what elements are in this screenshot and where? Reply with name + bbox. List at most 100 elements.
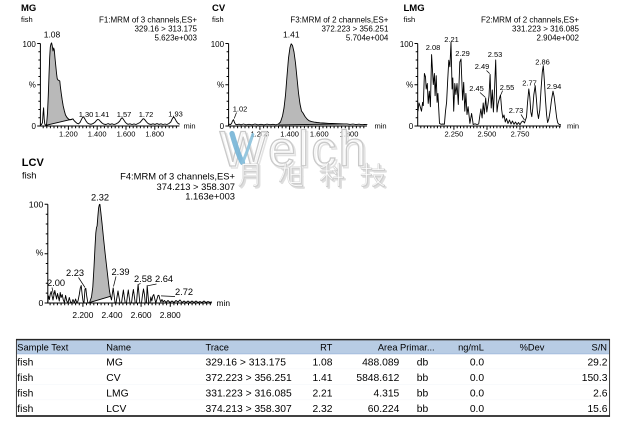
svg-text:1.800: 1.800 — [340, 130, 359, 139]
svg-text:db: db — [417, 358, 429, 369]
svg-text:2.400: 2.400 — [102, 310, 123, 320]
svg-text:fish: fish — [404, 15, 416, 24]
svg-text:fish: fish — [22, 170, 36, 180]
svg-text:2.72: 2.72 — [175, 287, 193, 297]
svg-text:1.41: 1.41 — [283, 30, 300, 40]
svg-text:fish: fish — [212, 15, 224, 24]
svg-text:min: min — [217, 298, 231, 308]
svg-text:0: 0 — [38, 298, 43, 308]
svg-text:Sample Text: Sample Text — [17, 342, 68, 352]
svg-text:1.800: 1.800 — [145, 130, 164, 139]
svg-text:329.16 > 313.175: 329.16 > 313.175 — [206, 358, 287, 369]
svg-text:2.6: 2.6 — [593, 389, 608, 400]
svg-text:2.73: 2.73 — [509, 106, 524, 115]
svg-text:%: % — [29, 81, 36, 90]
svg-text:331.223 > 316.085: 331.223 > 316.085 — [206, 389, 292, 400]
svg-text:%Dev: %Dev — [520, 342, 545, 352]
svg-text:100: 100 — [211, 40, 225, 49]
svg-text:1.41: 1.41 — [95, 110, 110, 119]
svg-text:2.23: 2.23 — [66, 268, 84, 278]
svg-text:fish: fish — [17, 389, 33, 400]
svg-text:2.200: 2.200 — [72, 310, 93, 320]
svg-text:2.64: 2.64 — [155, 274, 173, 284]
svg-text:bb: bb — [417, 389, 429, 400]
svg-text:fish: fish — [17, 373, 33, 384]
svg-text:Primar...: Primar... — [400, 342, 435, 352]
svg-text:1.200: 1.200 — [59, 130, 78, 139]
svg-text:MG: MG — [106, 358, 123, 369]
svg-text:bb: bb — [417, 373, 429, 384]
svg-text:100: 100 — [400, 40, 414, 49]
svg-text:1.72: 1.72 — [139, 110, 154, 119]
svg-text:100: 100 — [23, 40, 37, 49]
svg-text:2.32: 2.32 — [91, 192, 109, 202]
svg-text:100: 100 — [29, 200, 44, 210]
svg-text:374.213 > 358.307: 374.213 > 358.307 — [157, 181, 235, 192]
svg-text:1.600: 1.600 — [117, 130, 136, 139]
svg-text:2.55: 2.55 — [500, 83, 515, 92]
svg-text:LMG: LMG — [404, 3, 425, 14]
svg-text:5.623e+003: 5.623e+003 — [155, 34, 198, 43]
svg-text:5848.612: 5848.612 — [356, 373, 399, 384]
svg-text:Area: Area — [378, 342, 398, 352]
svg-text:2.58: 2.58 — [134, 274, 152, 284]
svg-text:0: 0 — [409, 122, 414, 131]
svg-text:bb: bb — [417, 404, 429, 415]
svg-text:329.16 > 313.175: 329.16 > 313.175 — [134, 24, 197, 33]
svg-text:1.41: 1.41 — [312, 373, 332, 384]
svg-text:2.600: 2.600 — [131, 310, 152, 320]
svg-text:2.53: 2.53 — [488, 50, 503, 59]
svg-text:min: min — [567, 122, 579, 131]
svg-text:min: min — [184, 122, 196, 131]
svg-text:1.93: 1.93 — [168, 110, 183, 119]
svg-text:1.200: 1.200 — [251, 130, 270, 139]
svg-text:F4:MRM of 3 channels,ES+: F4:MRM of 3 channels,ES+ — [120, 171, 235, 182]
svg-text:2.29: 2.29 — [455, 49, 470, 58]
svg-text:fish: fish — [17, 404, 33, 415]
svg-text:2.500: 2.500 — [478, 130, 497, 139]
svg-text:2.45: 2.45 — [469, 84, 484, 93]
svg-text:LCV: LCV — [106, 404, 126, 415]
svg-text:1.163e+003: 1.163e+003 — [185, 191, 235, 202]
svg-text:1.30: 1.30 — [79, 110, 94, 119]
svg-text:2.08: 2.08 — [426, 43, 441, 52]
svg-text:2.49: 2.49 — [475, 62, 490, 71]
svg-text:2.94: 2.94 — [547, 82, 562, 91]
svg-text:488.089: 488.089 — [362, 358, 399, 369]
svg-text:1.57: 1.57 — [117, 110, 132, 119]
svg-text:MG: MG — [21, 3, 36, 14]
svg-text:Name: Name — [106, 342, 131, 352]
svg-text:150.3: 150.3 — [582, 373, 608, 384]
svg-text:Trace: Trace — [206, 342, 229, 352]
svg-text:372.223 > 356.251: 372.223 > 356.251 — [321, 24, 389, 33]
svg-text:%: % — [217, 81, 224, 90]
svg-text:29.2: 29.2 — [587, 358, 607, 369]
svg-text:372.223 > 356.251: 372.223 > 356.251 — [206, 373, 292, 384]
svg-text:1.02: 1.02 — [233, 105, 248, 114]
svg-text:0.0: 0.0 — [470, 404, 485, 415]
svg-text:LCV: LCV — [22, 157, 45, 169]
svg-text:374.213 > 358.307: 374.213 > 358.307 — [206, 404, 292, 415]
svg-text:2.86: 2.86 — [535, 58, 550, 67]
svg-text:60.224: 60.224 — [368, 404, 400, 415]
svg-text:CV: CV — [212, 3, 226, 14]
svg-text:RT: RT — [320, 342, 333, 352]
svg-text:2.21: 2.21 — [312, 389, 332, 400]
svg-text:2.00: 2.00 — [47, 278, 65, 288]
svg-text:2.904e+002: 2.904e+002 — [537, 34, 580, 43]
svg-text:0: 0 — [31, 122, 36, 131]
svg-text:S/N: S/N — [592, 342, 608, 352]
svg-text:2.77: 2.77 — [522, 79, 537, 88]
svg-text:2.21: 2.21 — [444, 35, 459, 44]
svg-text:CV: CV — [106, 373, 120, 384]
svg-text:fish: fish — [17, 358, 33, 369]
svg-text:F2:MRM of 2 channels,ES+: F2:MRM of 2 channels,ES+ — [481, 15, 579, 24]
svg-text:1.08: 1.08 — [312, 358, 332, 369]
svg-text:0.0: 0.0 — [470, 373, 485, 384]
svg-text:fish: fish — [21, 15, 33, 24]
svg-text:1.400: 1.400 — [88, 130, 107, 139]
svg-text:0: 0 — [220, 122, 225, 131]
svg-text:0.0: 0.0 — [470, 358, 485, 369]
svg-text:2.800: 2.800 — [160, 310, 181, 320]
svg-text:15.6: 15.6 — [587, 404, 607, 415]
